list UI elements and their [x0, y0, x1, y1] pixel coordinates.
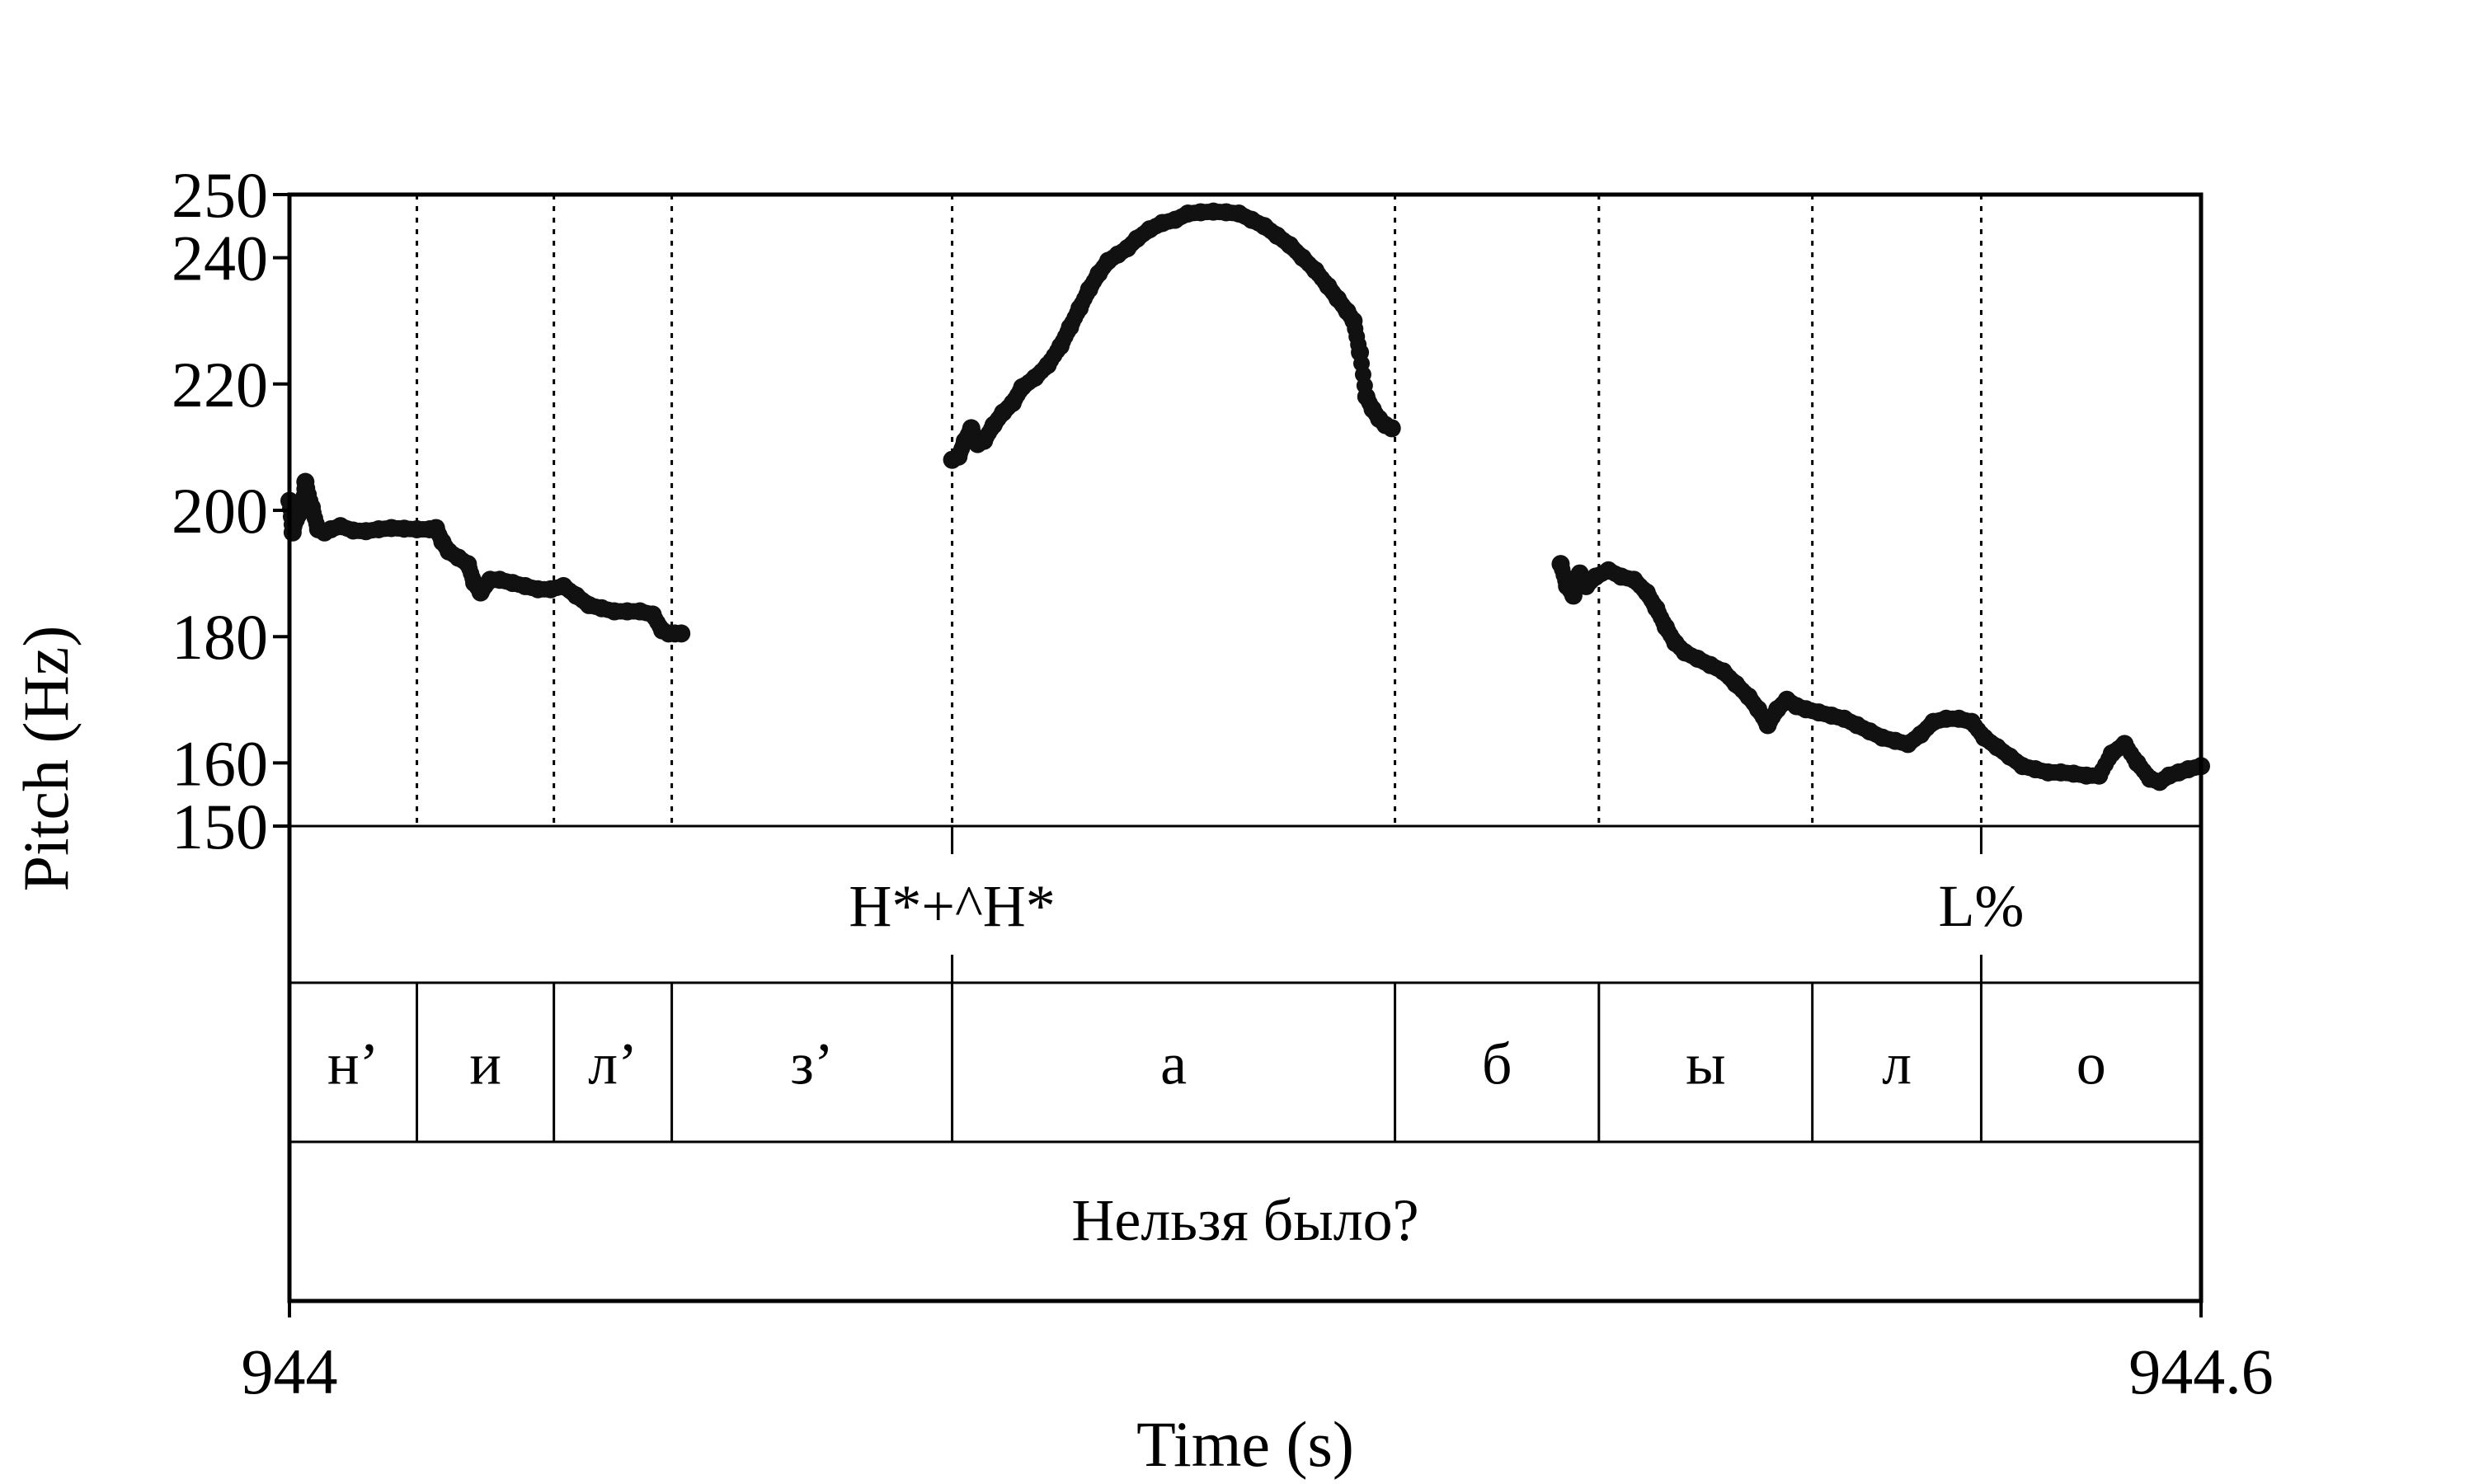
- segment-label: и: [469, 1031, 501, 1097]
- tone-label: L%: [1938, 873, 2024, 939]
- plot-frame: [287, 192, 2204, 1303]
- pitch-points: [280, 202, 2210, 791]
- segment-label: а: [1160, 1031, 1187, 1097]
- x-tick-label-end: 944.6: [2128, 1336, 2274, 1407]
- tone-tier: H*+^H* L%: [849, 826, 2024, 983]
- y-tick-label: 220: [172, 349, 268, 420]
- y-axis-title: Pitch (Hz): [10, 626, 82, 892]
- pitch-point: [672, 624, 691, 643]
- x-axis: [288, 1301, 2203, 1317]
- pitch-point: [1382, 419, 1401, 438]
- sentence-label: Нельзя было?: [1071, 1187, 1418, 1253]
- segment-boundary-lines: [416, 195, 1982, 826]
- segment-label: о: [2077, 1031, 2106, 1097]
- x-tick-label-start: 944: [242, 1336, 338, 1407]
- segment-tier: н’ и л’ з’ а б ы л о: [327, 983, 2106, 1142]
- x-axis-title: Time (s): [1136, 1408, 1354, 1480]
- y-tick-label: 200: [172, 475, 268, 547]
- segment-label: б: [1482, 1031, 1512, 1097]
- segment-label: л: [1882, 1031, 1912, 1097]
- segment-label: л’: [588, 1031, 637, 1097]
- pitch-panel-border: [287, 192, 2204, 1303]
- segment-label: н’: [327, 1031, 379, 1097]
- segment-label: з’: [790, 1031, 833, 1097]
- y-tick-label: 240: [172, 223, 268, 294]
- y-tick-label: 250: [172, 159, 268, 231]
- y-tick-label: 180: [172, 601, 268, 673]
- y-tick-label: 150: [172, 791, 268, 862]
- tone-label: H*+^H*: [849, 873, 1055, 939]
- y-tick-label: 160: [172, 727, 268, 799]
- segment-label: ы: [1686, 1031, 1725, 1097]
